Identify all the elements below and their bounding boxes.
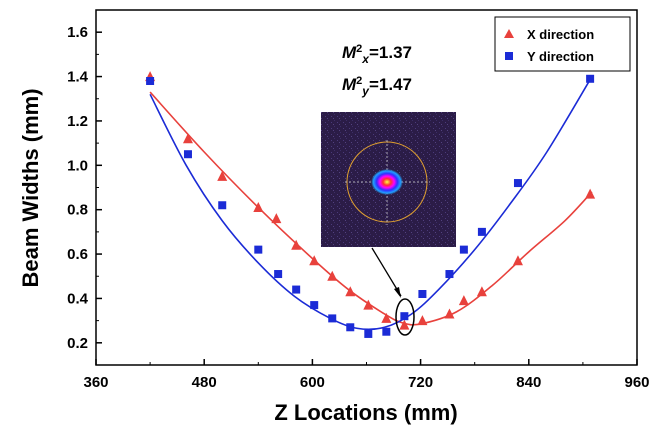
point-x-direction xyxy=(363,299,374,310)
point-y-direction xyxy=(586,74,595,83)
point-y-direction xyxy=(254,245,263,254)
x-tick-label: 360 xyxy=(83,374,108,391)
point-x-direction xyxy=(476,286,487,297)
legend-box xyxy=(494,16,631,72)
point-x-direction xyxy=(291,239,302,250)
y-tick-label: 0.2 xyxy=(67,335,88,352)
point-x-direction xyxy=(327,270,338,281)
point-y-direction xyxy=(274,270,283,279)
point-x-direction xyxy=(444,308,455,319)
point-y-direction xyxy=(513,179,522,188)
legend-marker-x xyxy=(504,29,514,38)
inset-arrow xyxy=(371,247,402,297)
point-x-direction xyxy=(399,319,410,330)
point-y-direction xyxy=(146,77,155,85)
y-tick-label: 0.8 xyxy=(67,202,88,219)
point-y-direction xyxy=(364,329,373,338)
point-y-direction xyxy=(459,245,468,254)
legend-marker-y xyxy=(505,52,513,60)
fit-curve-x xyxy=(149,91,593,326)
fit-curves xyxy=(149,76,593,331)
point-x-direction xyxy=(381,312,392,323)
y-axis-title: Beam Widths (mm) xyxy=(18,88,43,287)
legend-label-y: Y direction xyxy=(527,49,594,64)
fit-curve-y xyxy=(149,76,593,331)
point-x-direction xyxy=(309,255,320,266)
x-tick-label: 600 xyxy=(300,374,325,391)
point-y-direction xyxy=(292,285,301,294)
legend: X direction Y direction xyxy=(494,16,631,72)
y-tick-label: 0.4 xyxy=(67,290,89,307)
inset-arrow-head xyxy=(394,287,401,298)
point-y-direction xyxy=(445,270,454,279)
point-x-direction xyxy=(417,315,428,326)
axes: 360 480 600 720 840 960 0.2 0.4 0.6 0.8 1.0 1.2 1.4 1… xyxy=(67,9,650,391)
point-y-direction xyxy=(310,301,319,310)
legend-label-x: X direction xyxy=(527,27,594,42)
data-points xyxy=(145,71,596,338)
point-y-direction xyxy=(218,201,227,210)
beam-spot xyxy=(371,169,403,195)
focus-ellipse xyxy=(395,298,415,336)
y-tick-label: 1.6 xyxy=(67,24,88,41)
point-y-direction xyxy=(400,312,409,321)
point-y-direction xyxy=(183,150,192,159)
point-y-direction xyxy=(418,290,427,298)
point-x-direction xyxy=(585,188,596,199)
point-y-direction xyxy=(328,314,337,323)
point-x-direction xyxy=(217,170,228,181)
x-tick-label: 480 xyxy=(192,374,217,391)
point-y-direction xyxy=(477,227,486,236)
beam-profile-inset xyxy=(321,112,456,247)
x-tick-label: 840 xyxy=(516,374,541,391)
x-tick-label: 960 xyxy=(624,374,649,391)
point-x-direction xyxy=(512,255,523,266)
x-tick-label: 720 xyxy=(408,374,433,391)
point-y-direction xyxy=(346,323,355,332)
point-x-direction xyxy=(458,295,469,306)
y-tick-label: 1.0 xyxy=(67,157,88,174)
point-x-direction xyxy=(271,213,282,224)
y-tick-label: 1.4 xyxy=(67,69,89,86)
y-tick-label: 1.2 xyxy=(67,113,88,130)
y-tick-label: 0.6 xyxy=(67,246,88,263)
point-x-direction xyxy=(182,133,193,144)
m2y-label: M2y=1.47 xyxy=(342,75,412,98)
m2x-label: M2x=1.37 xyxy=(342,43,412,66)
point-x-direction xyxy=(345,286,356,297)
point-y-direction xyxy=(382,327,391,336)
point-x-direction xyxy=(253,201,264,212)
x-axis-title: Z Locations (mm) xyxy=(274,400,457,425)
